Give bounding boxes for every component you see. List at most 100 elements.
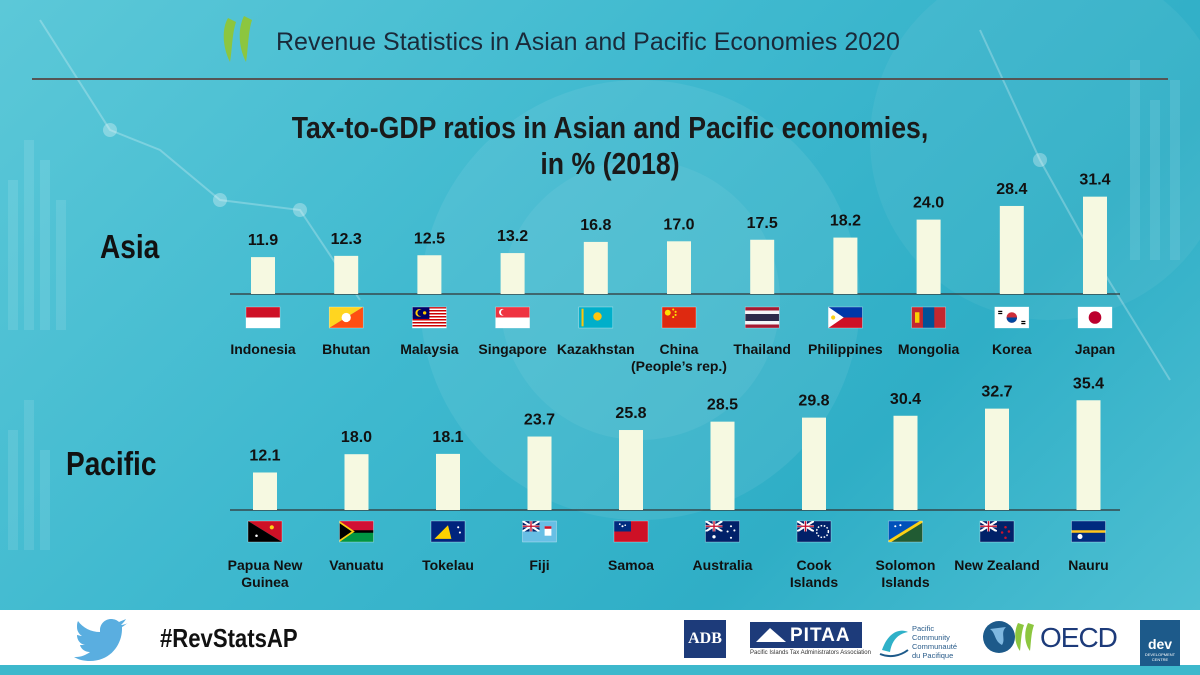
pitaa-subtitle: Pacific Islands Tax Administrators Assoc…	[750, 650, 871, 656]
category-sublabel-papua-new-guinea: Guinea	[241, 574, 289, 590]
value-label-singapore: 13.2	[497, 228, 528, 245]
value-label-fiji: 23.7	[524, 412, 555, 429]
value-label-tokelau: 18.1	[432, 429, 463, 446]
bar-mongolia	[916, 219, 941, 294]
value-label-indonesia: 11.9	[248, 232, 278, 249]
report-title: Revenue Statistics in Asian and Pacific …	[276, 28, 900, 56]
category-sublabel-cook-islands: Islands	[790, 574, 838, 590]
category-label-fiji: Fiji	[529, 557, 549, 573]
pitaa-logo: PITAA Pacific Islands Tax Administrators…	[750, 622, 871, 658]
bar-fiji	[527, 436, 552, 510]
bar-indonesia	[251, 257, 275, 294]
spc-line-4: du Pacifique	[912, 651, 954, 660]
japan-flag-icon	[1077, 306, 1113, 329]
category-label-singapore: Singapore	[478, 341, 547, 357]
value-label-korea: 28.4	[996, 181, 1027, 198]
chart-title-line-1: Tax-to-GDP ratios in Asian and Pacific e…	[291, 110, 929, 145]
pacific-community-wave-icon	[879, 630, 909, 658]
category-label-indonesia: Indonesia	[230, 341, 296, 357]
category-label-kazakhstan: Kazakhstan	[557, 341, 635, 357]
category-label-vanuatu: Vanuatu	[329, 557, 383, 573]
tokelau-flag-icon	[430, 520, 466, 543]
spc-line-1: Pacific	[912, 624, 935, 633]
category-label-samoa: Samoa	[608, 557, 654, 573]
twitter-bird-icon[interactable]	[74, 617, 130, 661]
korea-flag-icon	[994, 306, 1030, 329]
nauru-flag-icon	[1071, 520, 1106, 543]
bar-china	[667, 241, 691, 294]
category-label-cook-islands: Cook	[797, 557, 832, 573]
dev-sub: DEVELOPMENT CENTRE	[1144, 652, 1176, 662]
bar-malaysia	[417, 255, 442, 294]
category-label-korea: Korea	[992, 341, 1032, 357]
development-centre-logo: dev DEVELOPMENT CENTRE	[1140, 620, 1180, 666]
indonesia-flag-icon	[245, 306, 281, 329]
fiji-flag-icon	[522, 520, 557, 543]
solomon-islands-flag-icon	[888, 520, 923, 543]
mongolia-flag-icon	[911, 306, 946, 329]
category-label-bhutan: Bhutan	[322, 341, 370, 357]
spc-line-3: Communauté	[912, 642, 958, 651]
value-label-philippines: 18.2	[830, 213, 861, 230]
bar-korea	[999, 205, 1024, 294]
malaysia-flag-icon	[412, 306, 447, 329]
category-label-mongolia: Mongolia	[898, 341, 960, 357]
australia-flag-icon	[705, 520, 740, 543]
footer-strip	[0, 665, 1200, 675]
bar-solomon-islands	[893, 415, 918, 510]
oecd-label: OECD	[1040, 622, 1118, 653]
value-label-nauru: 35.4	[1073, 375, 1104, 392]
value-label-malaysia: 12.5	[414, 230, 445, 247]
thailand-flag-icon	[744, 306, 780, 329]
bar-thailand	[750, 239, 775, 294]
pitaa-label: PITAA	[790, 625, 851, 646]
bar-kazakhstan	[583, 241, 608, 294]
category-sublabel-china: (People’s rep.)	[631, 358, 727, 374]
hashtag: #RevStatsAP	[160, 623, 298, 653]
region-label-asia: Asia	[100, 228, 160, 265]
bhutan-flag-icon	[328, 306, 364, 329]
spc-line-2: Community	[912, 633, 950, 642]
bar-chart: 11.9 Indonesia 12.3 Bhutan 12.5 Malaysia 13.2 S…	[228, 172, 1120, 590]
category-label-tokelau: Tokelau	[422, 557, 474, 573]
pitaa-wave-icon	[756, 628, 786, 642]
chart-panel-asia: 11.9 Indonesia 12.3 Bhutan 12.5 Malaysia 13.2 S…	[230, 172, 1120, 374]
value-label-vanuatu: 18.0	[341, 429, 372, 446]
value-label-thailand: 17.5	[747, 215, 778, 232]
samoa-flag-icon	[613, 520, 649, 543]
category-label-thailand: Thailand	[733, 341, 791, 357]
vanuatu-flag-icon	[339, 520, 374, 543]
category-label-nauru: Nauru	[1068, 557, 1108, 573]
bar-bhutan	[334, 255, 359, 294]
value-label-japan: 31.4	[1079, 172, 1110, 189]
category-label-malaysia: Malaysia	[400, 341, 459, 357]
value-label-bhutan: 12.3	[331, 231, 362, 248]
chart-title: Tax-to-GDP ratios in Asian and Pacific e…	[223, 110, 997, 182]
bar-japan	[1083, 196, 1107, 294]
bar-vanuatu	[344, 454, 369, 510]
category-label-philippines: Philippines	[808, 341, 883, 357]
chart-title-line-2: in % (2018)	[540, 146, 680, 181]
oecd-leaves-logo-icon	[223, 16, 252, 62]
bar-philippines	[833, 237, 858, 294]
singapore-flag-icon	[495, 306, 530, 329]
adb-logo: ADB	[684, 620, 726, 658]
category-label-australia: Australia	[693, 557, 753, 573]
oecd-globe-icon	[983, 621, 1034, 653]
value-label-new-zealand: 32.7	[981, 384, 1012, 401]
category-sublabel-solomon-islands: Islands	[881, 574, 929, 590]
header-divider	[32, 78, 1168, 80]
bar-australia	[710, 421, 735, 510]
value-label-china: 17.0	[663, 216, 694, 233]
category-label-japan: Japan	[1075, 341, 1115, 357]
value-label-australia: 28.5	[707, 397, 738, 414]
cook-islands-flag-icon	[796, 520, 832, 543]
kazakhstan-flag-icon	[578, 306, 614, 329]
category-label-china: China	[660, 341, 699, 357]
bar-cook-islands	[802, 417, 826, 510]
bar-papua-new-guinea	[253, 472, 277, 510]
dev-label: dev	[1147, 636, 1173, 652]
value-label-mongolia: 24.0	[913, 195, 944, 212]
